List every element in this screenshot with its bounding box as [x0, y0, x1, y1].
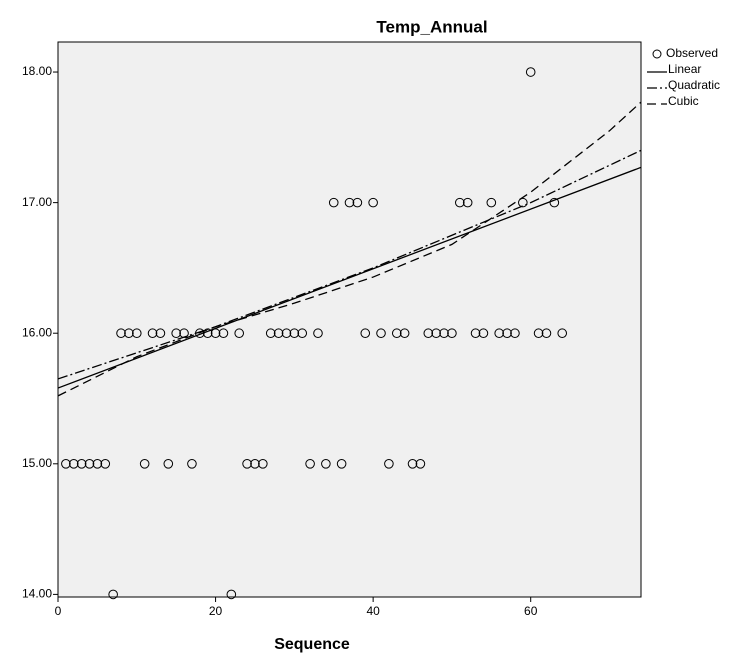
legend-label: Linear	[668, 62, 701, 76]
observed-point	[344, 197, 355, 208]
observed-point	[242, 459, 252, 469]
y-tick-label: 17.00	[22, 195, 52, 209]
observed-point	[218, 328, 229, 339]
x-tick-label: 20	[209, 604, 223, 618]
chart-title: Temp_Annual	[376, 17, 487, 36]
observed-point	[415, 459, 426, 469]
plot-area	[57, 41, 642, 598]
x-axis-title: Sequence	[274, 636, 350, 653]
observed-point	[321, 459, 331, 469]
observed-point	[163, 459, 174, 469]
observed-point	[147, 328, 158, 339]
observed-point	[423, 328, 434, 339]
observed-point	[108, 589, 118, 600]
y-tick-label: 15.00	[22, 456, 52, 470]
observed-point	[116, 328, 126, 339]
observed-point	[462, 197, 473, 208]
observed-point	[352, 197, 363, 208]
observed-point	[518, 197, 528, 208]
observed-point	[234, 328, 245, 339]
y-tick-label: 16.00	[22, 325, 52, 339]
observed-point	[155, 328, 166, 339]
observed-point	[100, 459, 111, 469]
y-tick-label: 14.00	[22, 587, 52, 601]
observed-point	[92, 459, 103, 469]
observed-point	[131, 328, 142, 339]
x-tick-label: 60	[524, 604, 538, 618]
observed-point	[384, 459, 394, 469]
legend-label: Cubic	[668, 94, 699, 108]
observed-point	[478, 328, 489, 339]
observed-point	[297, 328, 308, 339]
x-tick-label: 40	[366, 604, 380, 618]
observed-point	[399, 328, 410, 339]
observed-point	[510, 328, 520, 339]
observed-point	[533, 328, 544, 339]
observed-point	[84, 459, 95, 469]
observed-point	[376, 328, 386, 339]
fit-line	[58, 166, 641, 389]
observed-point	[486, 197, 497, 208]
legend-label: Observed	[666, 46, 718, 60]
observed-point	[470, 328, 481, 339]
observed-point	[391, 328, 402, 339]
observed-point	[289, 328, 300, 339]
observed-point	[281, 328, 292, 339]
observed-point	[139, 459, 150, 469]
observed-point	[431, 328, 441, 339]
observed-point	[447, 328, 457, 339]
observed-point	[454, 197, 465, 208]
observed-point	[313, 328, 323, 339]
observed-point	[360, 328, 371, 339]
observed-point	[439, 328, 449, 339]
observed-point	[557, 328, 568, 339]
observed-point	[368, 197, 378, 208]
observed-point	[494, 328, 504, 339]
x-tick-label: 0	[55, 604, 62, 618]
fit-line	[58, 149, 641, 380]
observed-point	[549, 197, 560, 208]
observed-point	[265, 328, 276, 339]
observed-point	[336, 459, 347, 469]
observed-point	[61, 459, 71, 469]
observed-point	[305, 459, 315, 469]
y-tick-label: 18.00	[22, 64, 52, 78]
observed-point	[328, 197, 339, 208]
observed-point	[124, 328, 134, 339]
fit-line	[58, 101, 641, 397]
observed-point	[273, 328, 284, 339]
observed-point	[525, 67, 536, 77]
observed-point	[68, 459, 79, 469]
observed-point	[541, 328, 552, 339]
observed-point	[258, 459, 268, 469]
observed-point	[171, 328, 181, 339]
legend-label: Quadratic	[668, 78, 720, 92]
observed-point	[250, 459, 260, 469]
observed-point	[407, 459, 418, 469]
observed-point	[226, 589, 237, 600]
observed-point	[502, 328, 512, 339]
observed-point	[187, 459, 197, 469]
observed-point	[76, 459, 87, 469]
legend-marker	[652, 49, 662, 59]
